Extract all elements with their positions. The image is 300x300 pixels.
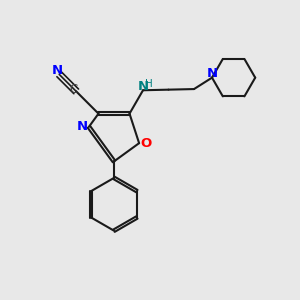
Text: O: O <box>140 137 151 150</box>
Text: N: N <box>137 80 148 93</box>
Text: N: N <box>52 64 63 77</box>
Text: H: H <box>145 79 152 89</box>
Text: C: C <box>69 83 77 96</box>
Text: N: N <box>206 67 218 80</box>
Text: N: N <box>77 120 88 133</box>
